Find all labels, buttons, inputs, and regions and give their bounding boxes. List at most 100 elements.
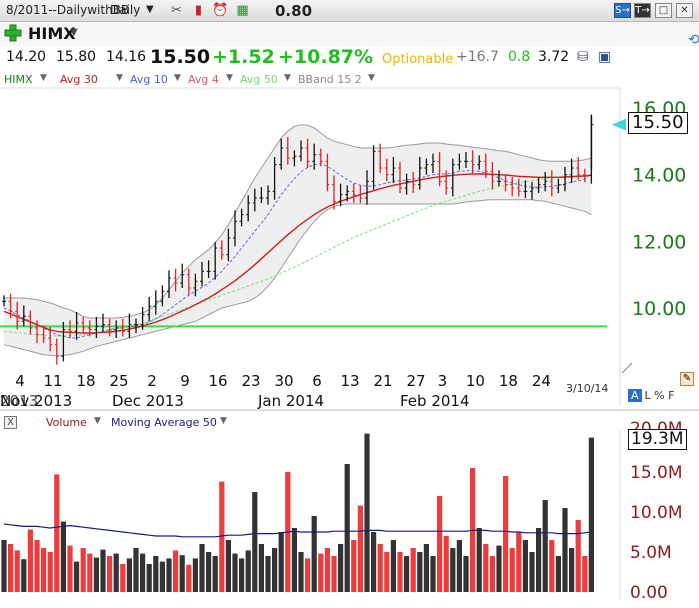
close-button[interactable]: ✕	[676, 3, 693, 18]
volume-bar	[173, 550, 179, 592]
volume-bar	[542, 500, 548, 592]
axis-mode-a[interactable]: A	[628, 389, 642, 402]
legend-volume-caret-icon[interactable]: ▼	[94, 416, 101, 426]
price-bar	[272, 157, 277, 200]
price-bar	[371, 145, 376, 190]
volume-bar	[27, 529, 33, 592]
t-link-button[interactable]: T→	[634, 3, 651, 18]
volume-bar	[133, 548, 139, 592]
volume-bar	[74, 561, 80, 592]
price-bar	[213, 242, 218, 280]
legend-avg50-caret-icon[interactable]: ▼	[284, 73, 291, 83]
legend-avg10[interactable]: Avg 10	[130, 73, 168, 86]
legend-symbol[interactable]: HIMX	[4, 73, 33, 86]
legend-avg50[interactable]: Avg 50	[240, 73, 278, 86]
maximize-button[interactable]: □	[655, 3, 672, 18]
x-tick-label: 23	[241, 372, 260, 390]
price-bar	[457, 153, 462, 170]
price-bar	[239, 208, 244, 227]
legend-avg30-caret-icon[interactable]: ▼	[116, 73, 123, 83]
scissors-icon[interactable]: ✂	[171, 3, 182, 18]
volume-bar	[140, 553, 146, 592]
volume-bar	[113, 553, 119, 592]
month-label: Nov 2013	[0, 392, 72, 410]
price-bar	[411, 172, 416, 193]
price-bar	[226, 228, 231, 262]
legend-volume[interactable]: Volume	[46, 416, 87, 429]
legend-moving-average[interactable]: Moving Average 50	[111, 416, 217, 429]
price-bar	[219, 240, 224, 260]
price-bar	[450, 158, 455, 197]
database-icon[interactable]: ⛁	[577, 49, 589, 65]
zoom-value: 0.80	[275, 2, 313, 20]
expand-icon[interactable]: ⟲	[688, 32, 699, 48]
optionable-label[interactable]: Optionable	[382, 52, 454, 67]
plus-icon[interactable]	[4, 24, 22, 42]
save-icon[interactable]: ▣	[598, 49, 612, 65]
quote-open: 14.20	[6, 49, 47, 65]
x-tick-label: 18	[499, 372, 518, 390]
price-bar	[153, 290, 158, 315]
axis-mode-options[interactable]: L % F	[644, 389, 675, 402]
volume-bar	[14, 550, 20, 592]
volume-bar	[107, 556, 113, 592]
alarm-clock-icon[interactable]: ⏰	[212, 3, 229, 18]
legend-ma-caret-icon[interactable]: ▼	[220, 416, 227, 426]
price-bar	[68, 320, 72, 338]
volume-bar	[8, 544, 14, 592]
price-bar	[497, 170, 501, 187]
price-bar	[477, 155, 482, 170]
price-bar	[180, 263, 185, 288]
volume-bar	[549, 540, 555, 592]
s-link-button[interactable]: S→	[614, 3, 631, 18]
volume-bar	[344, 464, 350, 592]
avg50-line	[3, 174, 592, 337]
legend-avg4-caret-icon[interactable]: ▼	[226, 73, 233, 83]
volume-bar	[192, 558, 198, 592]
price-bar	[107, 318, 112, 337]
x-tick-label: 9	[180, 372, 190, 390]
last-volume-marker: 19.3M	[628, 429, 687, 450]
x-tick-label: 3	[438, 372, 448, 390]
price-bar	[200, 262, 204, 287]
volume-bar	[582, 556, 588, 592]
legend-bband-caret-icon[interactable]: ▼	[368, 73, 375, 83]
interval-dropdown-icon[interactable]: ▼	[146, 4, 154, 15]
legend-bband[interactable]: BBand 15 2	[298, 73, 362, 86]
volume-bar	[186, 564, 192, 592]
legend-avg4[interactable]: Avg 4	[188, 73, 219, 86]
volume-bar	[212, 556, 218, 592]
legend-avg30[interactable]: Avg 30	[60, 73, 98, 86]
pencil-icon[interactable]: ✎	[680, 372, 694, 386]
price-bars	[2, 117, 594, 365]
price-bar	[358, 185, 363, 203]
volume-bar	[384, 552, 390, 592]
volume-bar	[272, 548, 278, 592]
volume-bar	[146, 564, 152, 592]
volume-bar	[87, 553, 93, 592]
price-bar	[523, 180, 528, 198]
legend-symbol-caret-icon[interactable]: ▼	[40, 73, 47, 83]
symbol-dropdown-icon[interactable]: ▼	[70, 27, 78, 38]
volume-bar	[417, 552, 423, 592]
month-label: Feb 2014	[400, 392, 470, 410]
price-bar	[404, 173, 409, 195]
price-bar	[490, 162, 495, 190]
price-bar	[285, 137, 290, 165]
volume-bar	[54, 474, 60, 592]
notes-icon[interactable]: ▦	[236, 3, 249, 18]
bar-chart-icon[interactable]: ▮	[194, 3, 203, 18]
bollinger-band-fill	[4, 124, 592, 356]
volume-bar	[503, 476, 509, 592]
volume-bar	[456, 540, 462, 592]
price-bar	[134, 318, 138, 333]
close-volume-pane-button[interactable]: X	[4, 416, 17, 429]
legend-avg10-caret-icon[interactable]: ▼	[174, 73, 181, 83]
volume-bar	[476, 528, 482, 592]
symbol-ticker[interactable]: HIMX	[28, 24, 76, 43]
price-bar	[530, 182, 534, 200]
volume-tick-label: 15.0M	[630, 463, 683, 483]
volume-bar	[159, 561, 165, 592]
interval-selector[interactable]: Daily	[110, 3, 141, 17]
